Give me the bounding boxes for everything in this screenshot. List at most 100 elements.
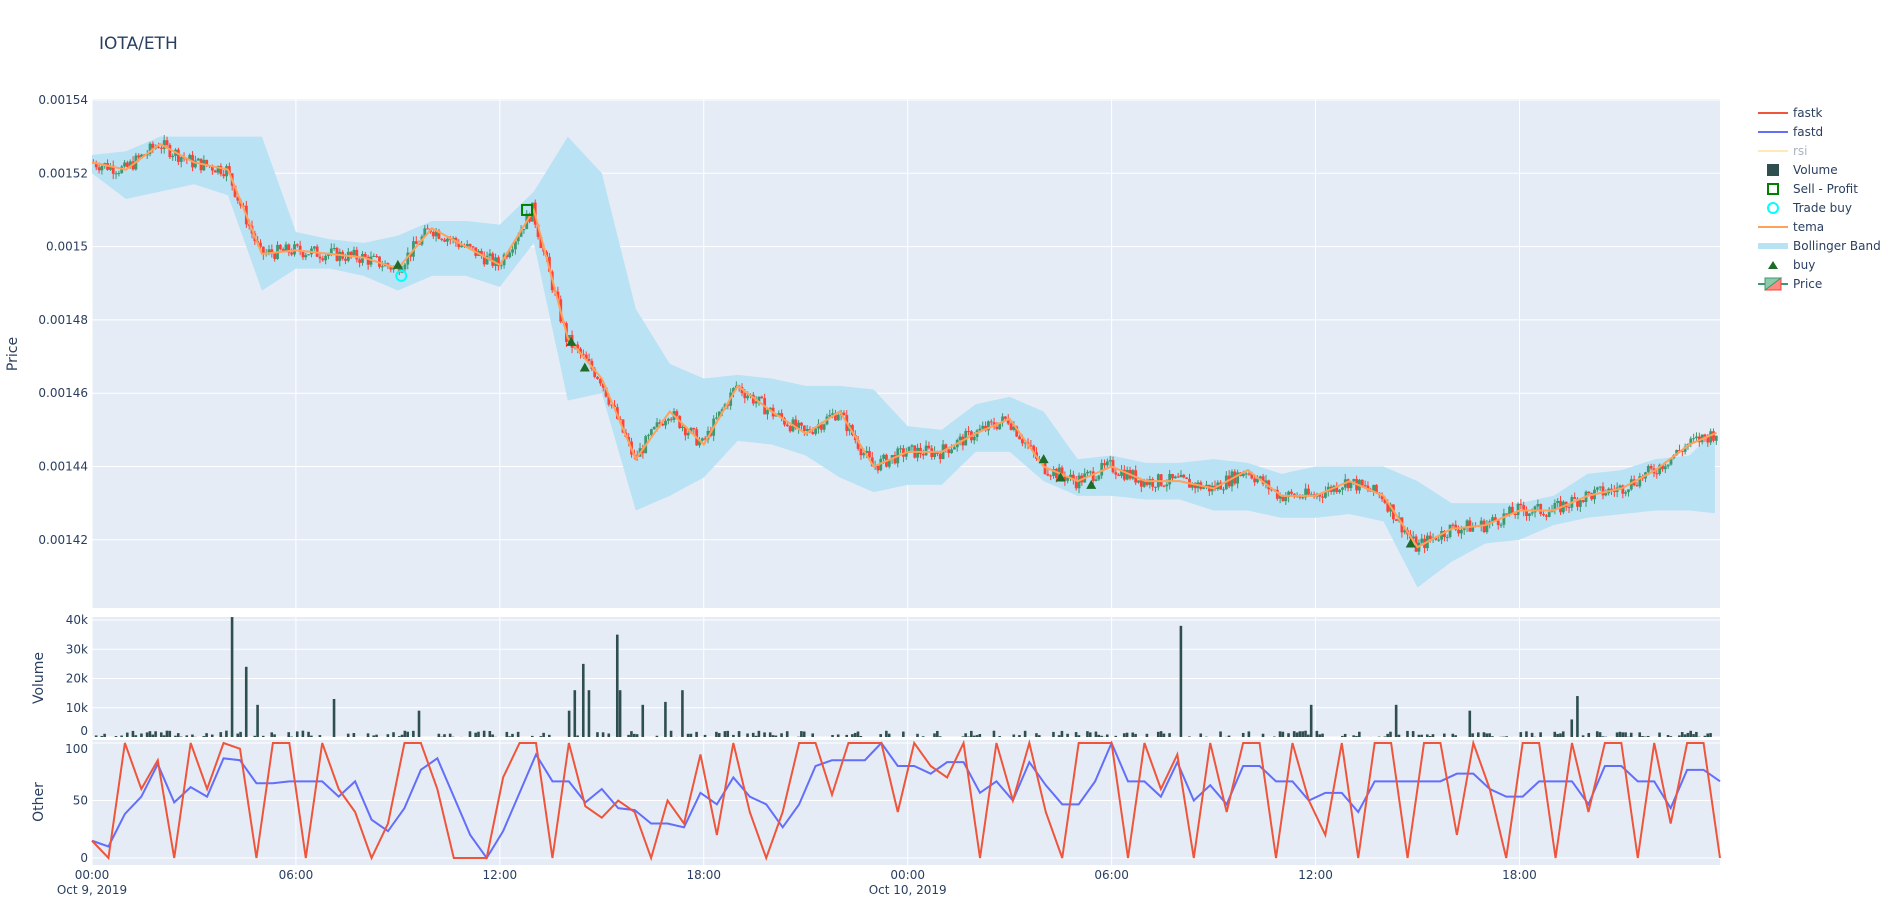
volume-bar	[202, 736, 205, 737]
candle-body	[307, 254, 310, 255]
candle-body	[1647, 466, 1650, 472]
volume-bar	[1531, 733, 1534, 737]
candle-body	[947, 449, 950, 453]
volume-bar	[752, 733, 755, 737]
legend-item-fastd[interactable]: fastd	[1758, 125, 1823, 139]
candle-body	[823, 424, 826, 429]
candle-body	[990, 421, 993, 422]
candle-body	[687, 433, 690, 435]
volume-bar	[1406, 731, 1409, 737]
volume-bar	[1641, 736, 1644, 737]
volume-bar	[1599, 732, 1602, 737]
volume-bar	[636, 734, 639, 737]
candle-body	[415, 241, 418, 244]
candle-body	[137, 155, 140, 157]
candle-body	[268, 249, 271, 252]
volume-bar	[401, 735, 404, 737]
legend-label: tema	[1793, 220, 1824, 234]
legend-label: rsi	[1793, 144, 1808, 158]
legend-item-buy[interactable]: buy	[1768, 258, 1815, 272]
candle-body	[1517, 504, 1520, 515]
candle-body	[837, 415, 840, 420]
volume-bar	[769, 732, 772, 737]
volume-bar	[177, 733, 180, 737]
candle-body	[670, 419, 673, 420]
candle-body	[313, 247, 316, 249]
volume-bar	[1282, 732, 1285, 737]
volume-bar	[811, 733, 814, 737]
candle-body	[1539, 504, 1542, 514]
candle-body	[675, 411, 678, 416]
volume-bar	[1318, 734, 1321, 737]
volume-bar	[1706, 734, 1709, 737]
volume-bar	[1684, 734, 1687, 737]
legend-item-volume[interactable]: Volume	[1767, 163, 1838, 177]
candle-body	[350, 252, 353, 255]
candle-body	[1177, 477, 1180, 478]
volume-bar	[262, 736, 265, 737]
candle-body	[911, 445, 914, 446]
candle-body	[973, 437, 976, 440]
candle-body	[1106, 461, 1109, 465]
candle-body	[222, 174, 225, 176]
volume-bar	[656, 736, 659, 737]
candle-body	[296, 244, 299, 245]
volume-bar	[1248, 731, 1251, 737]
candle-body	[766, 410, 769, 415]
price-tick-label: 0.00142	[38, 533, 88, 547]
candle-body	[1097, 475, 1100, 479]
volume-bar	[1412, 731, 1415, 737]
volume-bar	[1647, 736, 1650, 737]
candle-body	[1429, 536, 1432, 539]
volume-bar	[1296, 732, 1299, 737]
volume-tick-label: 30k	[66, 642, 88, 656]
volume-bar	[633, 734, 636, 737]
candle-body	[760, 397, 763, 399]
legend-item-tema[interactable]: tema	[1758, 220, 1824, 234]
candle-body	[979, 429, 982, 431]
volume-bar	[888, 734, 891, 737]
candle-body	[98, 167, 101, 170]
volume-bar	[140, 733, 143, 737]
candle-body	[171, 156, 174, 157]
volume-bar	[1316, 731, 1319, 737]
volume-bar	[115, 736, 118, 737]
candle-body	[304, 255, 307, 257]
legend-item-trade-buy[interactable]: Trade buy	[1768, 201, 1852, 215]
volume-bar	[715, 732, 718, 737]
volume-bar	[1559, 733, 1562, 737]
volume-axis-title: Volume	[31, 652, 47, 704]
candle-body	[1165, 484, 1168, 486]
price-tick-label: 0.0015	[46, 240, 88, 254]
volume-bar	[695, 732, 698, 737]
volume-bar	[1432, 734, 1435, 737]
legend-item-price[interactable]: Price	[1758, 277, 1822, 291]
volume-bar	[1638, 732, 1641, 737]
legend-item-bollinger-band[interactable]: Bollinger Band	[1758, 239, 1881, 253]
volume-bar	[310, 736, 313, 737]
candle-body	[214, 171, 217, 173]
price-tick-label: 0.00146	[38, 386, 88, 400]
volume-bar	[936, 731, 939, 737]
candle-body	[1137, 480, 1140, 482]
volume-bar	[1389, 732, 1392, 737]
volume-bar	[573, 690, 576, 737]
volume-bar	[1012, 734, 1015, 737]
candle-body	[1542, 514, 1545, 515]
candle-body	[1163, 486, 1166, 487]
legend-square-outline-icon	[1768, 184, 1778, 194]
candle-body	[656, 422, 659, 427]
legend-item-fastk[interactable]: fastk	[1758, 106, 1823, 120]
volume-bar	[1525, 731, 1528, 737]
candle-body	[882, 455, 885, 459]
legend-item-sell-profit[interactable]: Sell - Profit	[1768, 182, 1858, 196]
candle-body	[1109, 460, 1112, 461]
candle-body	[273, 254, 276, 259]
candle-body	[344, 259, 347, 261]
legend-item-rsi[interactable]: rsi	[1758, 144, 1808, 158]
legend[interactable]: fastk fastd rsi Volume Sell - Profit Trade bu…	[1758, 106, 1881, 291]
volume-bar	[296, 731, 299, 737]
volume-bar	[508, 736, 511, 737]
candle-body	[160, 148, 163, 149]
candle-body	[1599, 487, 1602, 488]
